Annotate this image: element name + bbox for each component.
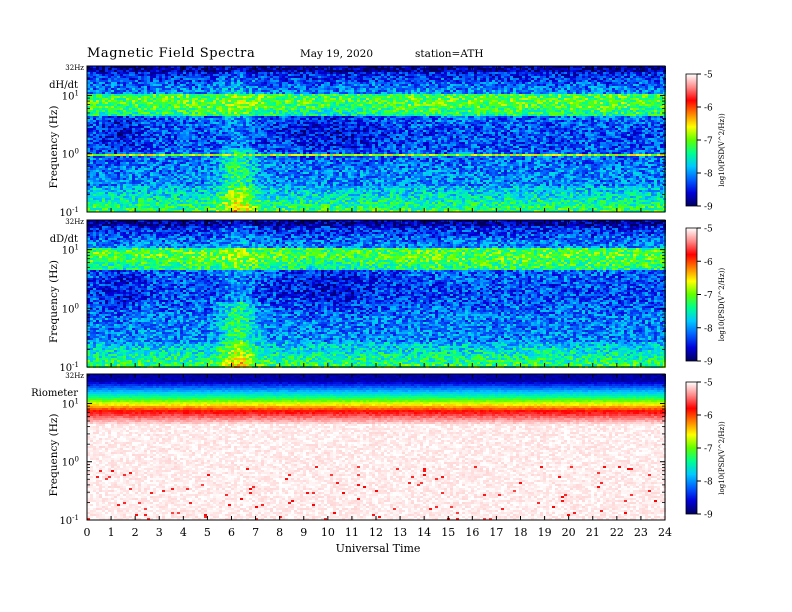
heatmap-dh: [87, 66, 666, 212]
x-tick-label: 5: [204, 526, 211, 539]
colorbar-label: log10(PSD(V^2/Hz)): [718, 268, 726, 342]
y-tick-label: 10-1: [59, 206, 79, 219]
y-tick-label: 101: [62, 89, 79, 102]
colorbar-tick-label: -8: [704, 478, 713, 488]
observation-date: May 19, 2020: [300, 48, 373, 60]
y-axis-label: Frequency (Hz): [48, 260, 60, 343]
y-tick-label: 101: [62, 244, 79, 257]
colorbar-tick-label: -5: [704, 225, 713, 235]
x-tick-label: 2: [132, 526, 139, 539]
colorbar-tick-label: -5: [704, 379, 713, 389]
y-tick-label: 100: [62, 456, 79, 469]
colorbar-tick-label: -9: [704, 358, 713, 368]
colorbar-tick-label: -7: [704, 445, 713, 455]
y-tick-label: 10-1: [59, 361, 79, 374]
x-tick-label: 23: [634, 526, 648, 539]
colorbar: -5 -6 -7 -8 -9 log10(PSD(V^2/Hz)): [685, 225, 726, 368]
top-frequency-label: 32Hz: [65, 64, 84, 72]
colorbar-label: log10(PSD(V^2/Hz)): [718, 113, 726, 187]
x-tick-label: 14: [417, 526, 431, 539]
x-tick-label: 12: [369, 526, 383, 539]
y-axis-label: Frequency (Hz): [48, 105, 60, 188]
x-tick-label: 9: [300, 526, 307, 539]
y-axis-label: Frequency (Hz): [48, 413, 60, 496]
colorbar-tick-label: -9: [704, 511, 713, 521]
heatmap-rio: [87, 374, 666, 520]
x-tick-label: 10: [321, 526, 335, 539]
figure-title: Magnetic Field Spectra: [87, 46, 255, 61]
heatmap-dd: [87, 220, 666, 368]
y-tick-label: 101: [62, 397, 79, 410]
x-tick-label: 0: [84, 526, 91, 539]
y-tick-label: 100: [62, 148, 79, 161]
x-tick-label: 3: [156, 526, 163, 539]
x-tick-label: 19: [538, 526, 552, 539]
colorbar: -5 -6 -7 -8 -9 log10(PSD(V^2/Hz)): [685, 379, 726, 521]
colorbar-tick-label: -5: [704, 71, 713, 81]
x-tick-label: 8: [276, 526, 283, 539]
x-tick-label: 7: [252, 526, 259, 539]
x-tick-label: 15: [441, 526, 455, 539]
colorbar-tick-label: -9: [704, 203, 713, 213]
colorbar-tick-label: -7: [704, 137, 713, 147]
x-axis-label: Universal Time: [336, 542, 421, 555]
colorbar-tick-label: -7: [704, 291, 713, 301]
x-tick-label: 17: [489, 526, 503, 539]
station-name: station=ATH: [415, 48, 484, 60]
x-tick-label: 22: [610, 526, 624, 539]
panel-label: Riometer: [31, 388, 78, 399]
panel-label: dD/dt: [50, 234, 78, 245]
colorbar-tick-label: -6: [704, 412, 713, 422]
colorbar-label: log10(PSD(V^2/Hz)): [718, 421, 726, 495]
x-tick-label: 11: [345, 526, 359, 539]
colorbar-tick-label: -8: [704, 324, 713, 334]
x-tick-label: 1: [108, 526, 115, 539]
y-tick-label: 100: [62, 302, 79, 315]
panel-label: dH/dt: [49, 80, 78, 91]
x-tick-label: 4: [180, 526, 187, 539]
x-tick-label: 20: [562, 526, 576, 539]
colorbar-tick-label: -6: [704, 104, 713, 114]
top-frequency-label: 32Hz: [65, 218, 84, 226]
colorbar: -5 -6 -7 -8 -9 log10(PSD(V^2/Hz)): [685, 71, 726, 213]
colorbar-tick-label: -8: [704, 170, 713, 180]
x-tick-label: 13: [393, 526, 407, 539]
y-tick-label: 10-1: [59, 514, 79, 527]
x-tick-label: 21: [586, 526, 600, 539]
x-tick-label: 24: [658, 526, 672, 539]
top-frequency-label: 32Hz: [65, 372, 84, 380]
colorbar-tick-label: -6: [704, 258, 713, 268]
x-tick-label: 6: [228, 526, 235, 539]
x-tick-label: 16: [465, 526, 479, 539]
x-tick-label: 18: [514, 526, 528, 539]
